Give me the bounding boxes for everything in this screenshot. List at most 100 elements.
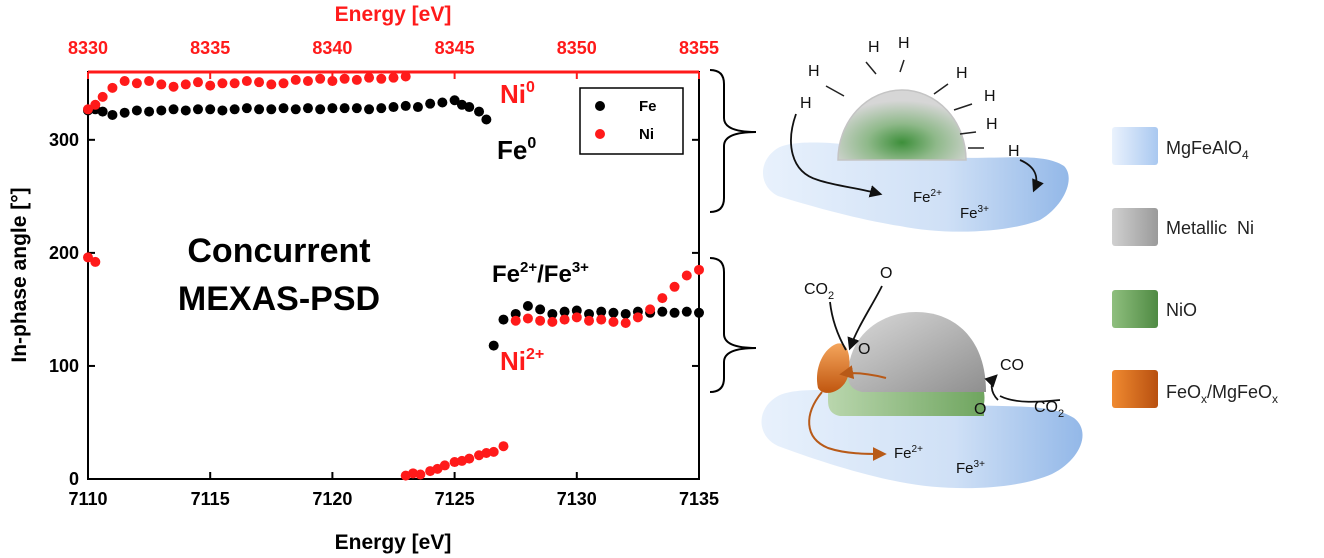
h-bonds bbox=[825, 59, 984, 149]
data-point-ni bbox=[156, 79, 167, 90]
key-label-metallic-ni: Metallic Ni bbox=[1166, 218, 1254, 238]
data-point-fe bbox=[535, 304, 546, 315]
top-x-ticks: 8330 8335 8340 8345 8350 8355 bbox=[68, 38, 719, 79]
data-point-fe bbox=[241, 103, 252, 114]
x-tick-label-top: 8330 bbox=[68, 38, 108, 58]
data-point-fe bbox=[217, 105, 228, 116]
series-ni bbox=[83, 71, 704, 481]
data-point-ni bbox=[217, 78, 228, 89]
legend-box bbox=[579, 87, 684, 155]
x-tick-label-bottom: 7115 bbox=[191, 489, 230, 509]
data-point-ni bbox=[400, 71, 411, 82]
co2-right-line bbox=[999, 395, 1061, 403]
data-point-ni bbox=[535, 315, 546, 326]
o-label-right: O bbox=[974, 401, 986, 418]
data-point-ni bbox=[620, 317, 631, 328]
data-point-ni bbox=[83, 252, 93, 263]
co-release-arrow bbox=[984, 374, 999, 401]
annotation-ni2: Ni2+ bbox=[500, 346, 544, 376]
data-point-ni bbox=[608, 316, 619, 327]
data-point-ni bbox=[168, 81, 179, 92]
data-point-ni bbox=[266, 79, 277, 90]
co2-label-right: CO2 bbox=[1034, 399, 1064, 420]
data-point-fe bbox=[290, 104, 301, 115]
y-tick-label: 200 bbox=[49, 243, 79, 263]
data-point-fe bbox=[119, 107, 130, 118]
data-point-fe bbox=[107, 109, 118, 120]
feo-particle bbox=[816, 343, 850, 393]
key-label-feox: FeOx/MgFeOx bbox=[1166, 382, 1278, 406]
y-tick-label: 0 bbox=[69, 469, 79, 489]
x-tick-label-top: 8350 bbox=[557, 38, 597, 58]
data-point-ni bbox=[290, 74, 301, 85]
data-point-ni bbox=[107, 82, 118, 93]
legend-label-fe: Fe bbox=[639, 98, 657, 115]
data-point-fe bbox=[464, 102, 475, 113]
data-point-fe bbox=[364, 104, 375, 115]
data-point-fe bbox=[327, 103, 338, 114]
data-point-ni bbox=[657, 293, 668, 304]
data-point-ni bbox=[180, 79, 191, 90]
legend: Fe Ni bbox=[579, 87, 684, 155]
data-point-fe bbox=[339, 103, 350, 114]
h-spillover-arrow-left bbox=[790, 113, 883, 198]
x-tick-label-top: 8345 bbox=[435, 38, 475, 58]
data-point-fe bbox=[315, 104, 326, 115]
data-point-ni bbox=[83, 104, 93, 115]
o-label-left: O bbox=[858, 341, 870, 358]
data-point-fe bbox=[681, 306, 692, 317]
data-point-ni bbox=[584, 315, 595, 326]
h-label-2: H bbox=[898, 35, 910, 52]
x-tick-label-bottom: 7135 bbox=[679, 489, 719, 509]
h-label-6: H bbox=[986, 116, 998, 133]
brace-top bbox=[709, 69, 757, 213]
data-point-ni bbox=[327, 76, 338, 87]
data-point-ni bbox=[315, 73, 326, 84]
data-point-ni bbox=[351, 74, 362, 85]
annotation-ni0: Ni0 bbox=[500, 79, 535, 109]
data-point-ni bbox=[364, 72, 375, 83]
data-point-fe bbox=[669, 307, 680, 318]
h-label-1: H bbox=[868, 39, 880, 56]
data-point-fe bbox=[400, 100, 411, 111]
data-point-ni bbox=[205, 80, 216, 91]
data-point-fe bbox=[657, 306, 668, 317]
data-point-fe bbox=[180, 105, 191, 116]
data-point-fe bbox=[144, 106, 155, 117]
data-point-ni bbox=[339, 73, 350, 84]
color-key: MgFeAlO4 Metallic Ni NiO FeOx/MgFeOx bbox=[1112, 127, 1278, 408]
data-point-fe bbox=[229, 104, 240, 115]
h-label-8: H bbox=[800, 95, 812, 112]
data-point-fe bbox=[474, 106, 485, 117]
series-fe bbox=[83, 95, 704, 351]
data-point-ni bbox=[645, 304, 656, 315]
data-point-ni bbox=[97, 91, 108, 102]
legend-marker-ni bbox=[595, 129, 605, 139]
data-point-fe bbox=[131, 105, 142, 116]
data-point-fe bbox=[694, 307, 704, 318]
data-point-fe bbox=[522, 301, 533, 312]
data-point-ni bbox=[547, 316, 558, 327]
annotation-mexas-psd: MEXAS-PSD bbox=[178, 280, 380, 318]
data-point-fe bbox=[437, 97, 448, 108]
x-tick-label-bottom: 7120 bbox=[312, 489, 352, 509]
h-label-5: H bbox=[984, 88, 996, 105]
x-axis-label-top: Energy [eV] bbox=[335, 3, 452, 26]
data-point-fe bbox=[620, 308, 631, 319]
data-point-fe bbox=[266, 104, 277, 115]
annotation-fe2-fe3: Fe2+/Fe3+ bbox=[492, 259, 589, 288]
y-tick-label: 300 bbox=[49, 130, 79, 150]
data-point-fe bbox=[559, 306, 570, 317]
data-point-ni bbox=[376, 73, 387, 84]
support-top bbox=[763, 142, 1069, 232]
co2-label-left: CO2 bbox=[804, 281, 834, 302]
data-point-ni bbox=[522, 313, 533, 324]
data-point-ni bbox=[90, 256, 101, 267]
o-label-top: O bbox=[880, 265, 892, 282]
data-point-fe bbox=[97, 106, 108, 117]
co2-adsorption-line bbox=[829, 301, 847, 351]
annotation-concurrent: Concurrent bbox=[187, 232, 370, 270]
data-point-fe bbox=[192, 104, 203, 115]
h-spillover-arrow-right bbox=[1019, 159, 1044, 193]
fe2-label-top: Fe2+ bbox=[913, 188, 942, 206]
